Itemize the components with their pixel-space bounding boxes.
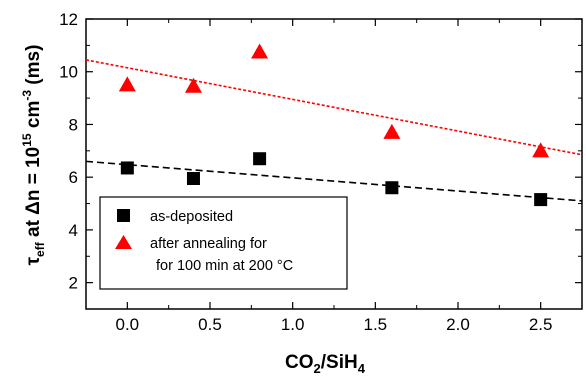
legend-box — [99, 196, 348, 290]
data-point-as-deposited — [534, 193, 548, 207]
legend-label-as-deposited: as-deposited — [150, 209, 233, 225]
legend: as-deposited after annealing for for 100… — [99, 196, 348, 290]
fit-lines — [85, 59, 583, 202]
y-tick-label: 4 — [69, 221, 78, 240]
fit-line-series-1 — [85, 59, 583, 156]
data-point-annealed — [118, 76, 136, 92]
legend-label-annealed-line2: for 100 min at 200 °C — [156, 258, 293, 274]
y-tick-label: 10 — [59, 63, 78, 82]
x-tick-label: 1.0 — [281, 315, 305, 334]
x-axis: 0.0 0.5 1.0 1.5 2.0 2.5 — [116, 19, 553, 334]
data-point-as-deposited — [186, 172, 200, 185]
y-tick-label: 2 — [69, 274, 78, 293]
legend-label-annealed-line1: after annealing for — [150, 236, 267, 252]
x-tick-label: 0.5 — [198, 315, 222, 334]
data-points — [118, 43, 550, 207]
x-tick-label: 2.5 — [529, 315, 553, 334]
y-tick-label: 6 — [69, 168, 78, 187]
fit-line-series-0 — [85, 160, 583, 202]
y-tick-label: 12 — [59, 10, 78, 29]
data-point-annealed — [251, 43, 269, 59]
data-point-as-deposited — [253, 152, 267, 166]
x-tick-label: 1.5 — [364, 315, 388, 334]
data-point-annealed — [383, 123, 401, 139]
x-tick-label: 0.0 — [116, 315, 140, 334]
data-point-as-deposited — [385, 181, 399, 195]
y-axis-label: τeff at Δn = 1015 cm-3 (ms) — [20, 45, 47, 266]
data-point-as-deposited — [120, 161, 134, 175]
y-axis: 2 4 6 8 10 12 — [59, 10, 582, 310]
x-axis-label: CO2/SiH4 — [285, 352, 366, 376]
y-tick-label: 8 — [69, 115, 78, 134]
legend-marker-square — [117, 209, 130, 222]
x-tick-label: 2.0 — [446, 315, 470, 334]
legend-marker-triangle — [115, 235, 132, 249]
data-point-annealed — [184, 77, 202, 93]
data-point-annealed — [532, 142, 550, 158]
